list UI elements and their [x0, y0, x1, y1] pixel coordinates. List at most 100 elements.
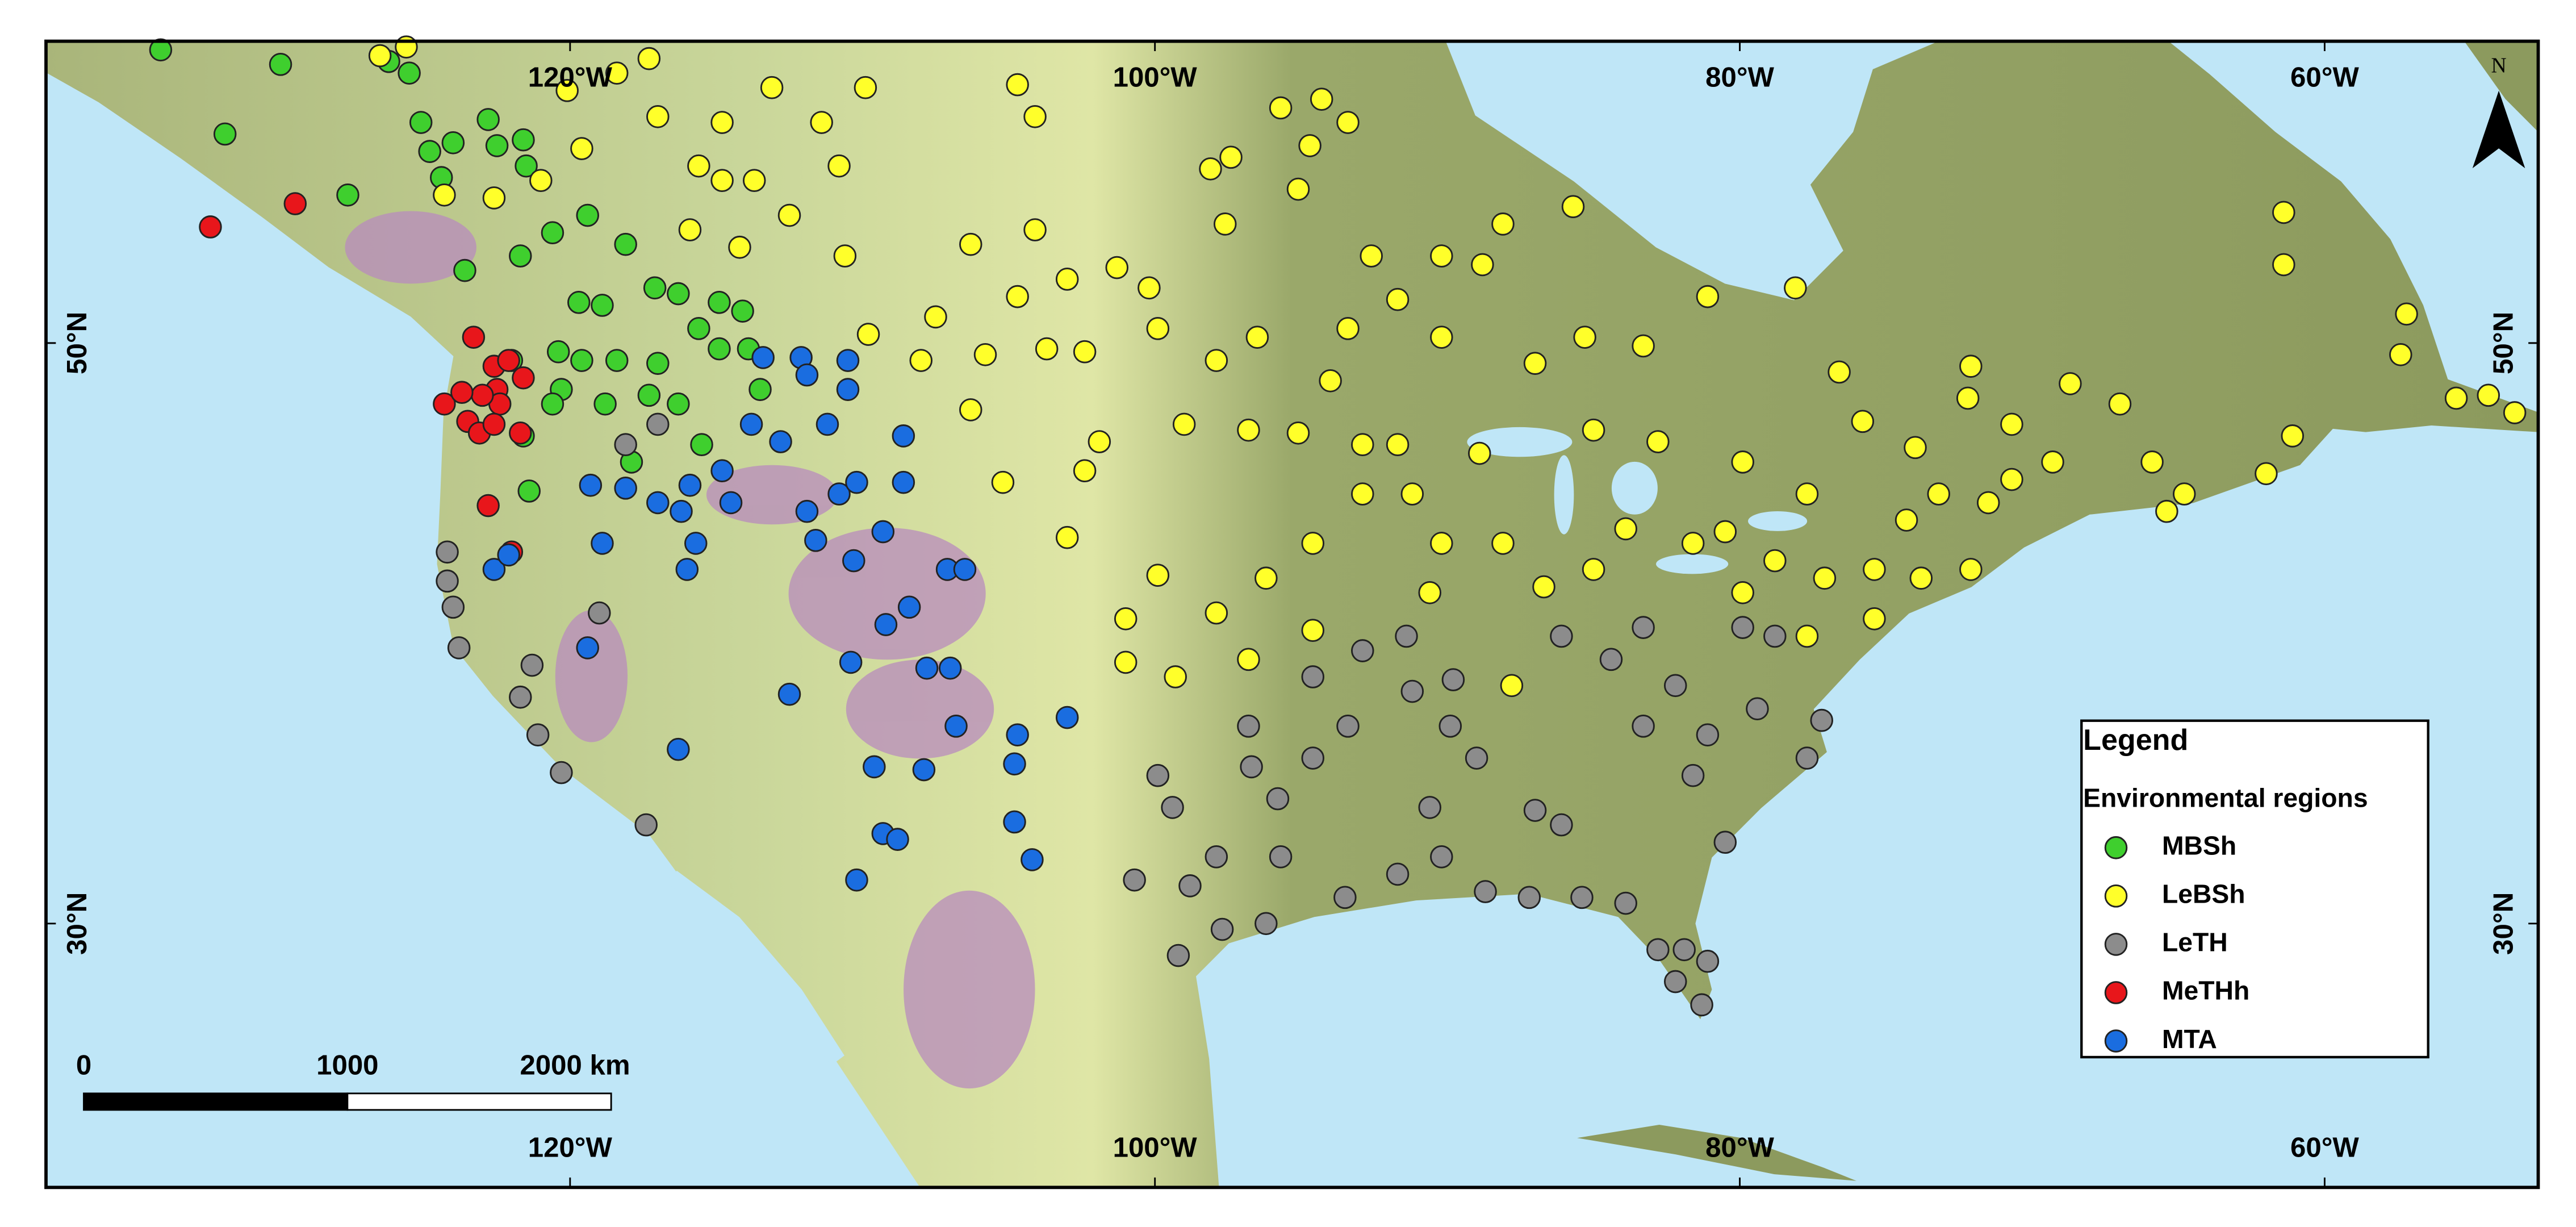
site	[1746, 697, 1769, 721]
site	[827, 154, 851, 178]
site	[2444, 386, 2468, 410]
legend-swatch	[2104, 933, 2128, 956]
lat-label: 50°N	[2488, 312, 2519, 374]
site	[1632, 616, 1655, 639]
site	[570, 137, 593, 160]
site	[1632, 715, 1655, 738]
site	[1690, 993, 1713, 1017]
site	[1500, 674, 1524, 698]
site	[2172, 482, 2196, 506]
site	[742, 169, 766, 193]
site	[1664, 674, 1687, 698]
site	[710, 459, 734, 483]
site	[874, 613, 898, 636]
site	[769, 430, 792, 453]
site	[1123, 868, 1146, 892]
site	[1205, 349, 1228, 372]
site	[1664, 970, 1687, 994]
site	[2503, 401, 2527, 424]
site	[1006, 285, 1029, 308]
site	[526, 723, 550, 747]
site	[1696, 723, 1720, 747]
site	[1614, 517, 1637, 541]
lake	[1656, 554, 1729, 574]
legend-label: MeTHh	[2162, 976, 2249, 1005]
site	[614, 433, 637, 457]
site	[1632, 334, 1655, 358]
site	[1219, 145, 1243, 169]
site	[336, 183, 359, 207]
site	[1269, 845, 1293, 869]
site	[845, 868, 868, 892]
site	[973, 343, 997, 366]
site	[567, 291, 591, 314]
site	[710, 111, 734, 134]
site	[576, 203, 599, 227]
site	[687, 154, 710, 178]
site	[1310, 87, 1333, 111]
site	[1055, 268, 1079, 291]
site	[436, 540, 459, 564]
site	[395, 35, 418, 59]
site	[897, 595, 921, 619]
legend-label: LeTH	[2162, 928, 2228, 957]
graticule-labels: 120°W 120°W 100°W 100°W 80°W 80°W 60°W 60°W 50°N…	[46, 41, 2539, 1188]
site	[1570, 886, 1594, 909]
site	[731, 299, 754, 323]
north-arrow: N	[2472, 54, 2525, 169]
site	[1491, 212, 1515, 236]
site	[667, 737, 690, 761]
legend-swatch	[2104, 836, 2128, 859]
site	[1006, 73, 1029, 97]
site	[646, 412, 670, 436]
site	[1418, 796, 1441, 819]
site	[795, 363, 819, 387]
site	[1763, 624, 1787, 648]
site	[1795, 746, 1819, 770]
site	[1523, 799, 1547, 822]
site	[2155, 499, 2178, 523]
site	[1178, 874, 1202, 898]
site	[816, 412, 839, 436]
lon-label: 60°W	[2290, 1132, 2359, 1163]
site	[924, 305, 947, 329]
site	[1286, 177, 1310, 201]
site	[1023, 218, 1047, 241]
site	[1055, 525, 1079, 549]
site	[1517, 886, 1541, 909]
site	[1138, 276, 1161, 300]
legend-swatch	[2104, 884, 2128, 908]
site	[1286, 421, 1310, 445]
site	[512, 128, 535, 152]
site	[1795, 482, 1819, 506]
site	[1254, 566, 1278, 590]
site	[591, 532, 614, 555]
site	[684, 532, 708, 555]
site	[441, 131, 465, 155]
site	[1810, 708, 1833, 732]
site	[2059, 372, 2082, 395]
site	[678, 218, 702, 241]
site	[497, 543, 520, 567]
site	[605, 349, 629, 372]
site	[520, 653, 544, 677]
site	[482, 412, 506, 436]
site	[1254, 912, 1278, 936]
site	[1956, 386, 1980, 410]
scale-segment	[83, 1092, 349, 1111]
site	[909, 349, 932, 372]
site	[833, 244, 857, 268]
lat-label: 30°N	[2488, 892, 2519, 955]
site	[1696, 285, 1720, 308]
site	[2041, 450, 2064, 474]
site	[839, 650, 863, 674]
lon-label: 80°W	[1705, 61, 1774, 93]
site	[1114, 607, 1138, 631]
site	[1828, 360, 1851, 384]
scale-bar: 0 1000 2000 km	[76, 1049, 630, 1111]
frame	[44, 39, 2540, 1190]
site	[1784, 276, 1807, 300]
site	[1430, 244, 1453, 268]
site	[482, 186, 506, 210]
